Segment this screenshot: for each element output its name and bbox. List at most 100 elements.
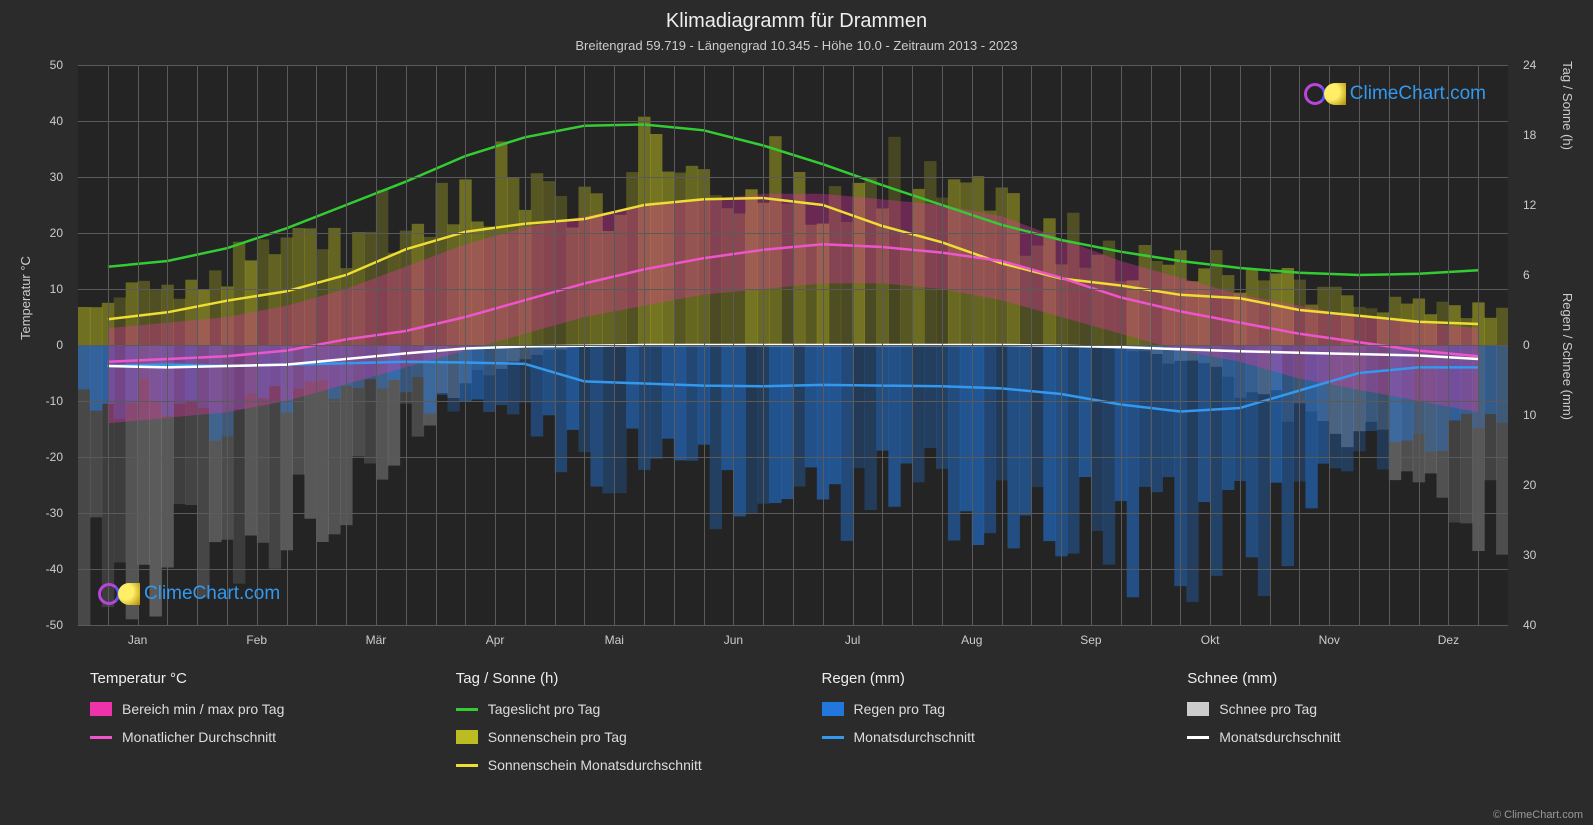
y-right-top-tick: 24 [1523,58,1536,72]
grid-line-v [227,65,228,625]
legend-label: Sonnenschein pro Tag [488,729,627,745]
month-label: Apr [486,633,505,647]
y-left-tick: 30 [50,170,63,184]
grid-line-v [108,65,109,625]
logo-c-icon [98,583,120,605]
grid-line-v [1121,65,1122,625]
legend-item: Regen pro Tag [822,701,1178,717]
legend-column: Temperatur °C Bereich min / max pro Tag Mo… [90,670,446,773]
logo-sun-icon [118,583,140,605]
watermark-top: ClimeChart.com [1304,83,1486,105]
chart-subtitle: Breitengrad 59.719 - Längengrad 10.345 -… [0,38,1593,53]
legend-label: Monatsdurchschnitt [854,729,975,745]
y-axis-right-bottom-title: Regen / Schnee (mm) [1560,293,1575,420]
legend-item: Monatsdurchschnitt [822,729,1178,745]
grid-line-v [1389,65,1390,625]
grid-line-v [1419,65,1420,625]
grid-line-v [763,65,764,625]
month-label: Aug [961,633,982,647]
grid-line-v [704,65,705,625]
y-right-top-tick: 18 [1523,128,1536,142]
legend-header: Schnee (mm) [1187,670,1543,687]
legend-swatch [456,730,478,744]
grid-line-v [525,65,526,625]
legend-header: Tag / Sonne (h) [456,670,812,687]
y-left-tick: 40 [50,114,63,128]
legend-label: Bereich min / max pro Tag [122,701,284,717]
legend-swatch [1187,736,1209,739]
month-label: Jun [724,633,743,647]
legend: Temperatur °C Bereich min / max pro Tag Mo… [90,670,1543,773]
chart-title: Klimadiagramm für Drammen [0,10,1593,33]
legend-label: Monatsdurchschnitt [1219,729,1340,745]
grid-line-v [733,65,734,625]
month-label: Sep [1080,633,1101,647]
grid-line-v [1240,65,1241,625]
month-label: Dez [1438,633,1459,647]
grid-line-v [942,65,943,625]
grid-line-v [1091,65,1092,625]
grid-line-v [853,65,854,625]
y-left-tick: -40 [46,562,63,576]
grid-line-v [376,65,377,625]
y-left-tick: 20 [50,226,63,240]
legend-swatch [1187,702,1209,716]
legend-swatch [456,764,478,767]
month-label: Feb [246,633,267,647]
grid-line-v [882,65,883,625]
grid-line-v [674,65,675,625]
month-label: Mai [605,633,624,647]
grid-line-v [555,65,556,625]
grid-line-v [1359,65,1360,625]
grid-line-v [1210,65,1211,625]
y-left-tick: 10 [50,282,63,296]
grid-line-v [1002,65,1003,625]
legend-label: Regen pro Tag [854,701,946,717]
legend-swatch [456,708,478,711]
legend-column: Schnee (mm) Schnee pro Tag Monatsdurchschn… [1187,670,1543,773]
y-right-top-tick: 0 [1523,338,1530,352]
logo-c-icon [1304,83,1326,105]
legend-swatch [90,736,112,739]
grid-line-v [584,65,585,625]
y-left-tick: -30 [46,506,63,520]
grid-line-v [316,65,317,625]
y-axis-right-top-title: Tag / Sonne (h) [1560,61,1575,150]
grid-line-v [972,65,973,625]
grid-line-v [1329,65,1330,625]
grid-line-v [1448,65,1449,625]
y-right-top-tick: 6 [1523,268,1530,282]
y-left-tick: -20 [46,450,63,464]
legend-column: Regen (mm) Regen pro Tag Monatsdurchschnit… [822,670,1178,773]
legend-item: Bereich min / max pro Tag [90,701,446,717]
month-label: Jul [845,633,860,647]
legend-item: Sonnenschein pro Tag [456,729,812,745]
grid-line-v [823,65,824,625]
grid-line-v [793,65,794,625]
legend-swatch [90,702,112,716]
grid-line-v [912,65,913,625]
legend-item: Monatsdurchschnitt [1187,729,1543,745]
legend-header: Temperatur °C [90,670,446,687]
y-left-tick: -10 [46,394,63,408]
legend-label: Tageslicht pro Tag [488,701,601,717]
legend-item: Monatlicher Durchschnitt [90,729,446,745]
month-label: Jan [128,633,147,647]
legend-label: Monatlicher Durchschnitt [122,729,276,745]
grid-line-v [1478,65,1479,625]
y-left-tick: 0 [56,338,63,352]
legend-column: Tag / Sonne (h) Tageslicht pro Tag Sonnens… [456,670,812,773]
y-left-tick: 50 [50,58,63,72]
grid-line-v [436,65,437,625]
legend-header: Regen (mm) [822,670,1178,687]
grid-line-v [614,65,615,625]
y-right-top-tick: 12 [1523,198,1536,212]
copyright: © ClimeChart.com [1493,809,1583,821]
month-label: Mär [366,633,387,647]
legend-label: Sonnenschein Monatsdurchschnitt [488,757,702,773]
logo-sun-icon [1324,83,1346,105]
y-axis-left-title: Temperatur °C [18,256,33,340]
grid-line-v [197,65,198,625]
y-right-bottom-tick: 30 [1523,548,1536,562]
legend-label: Schnee pro Tag [1219,701,1317,717]
